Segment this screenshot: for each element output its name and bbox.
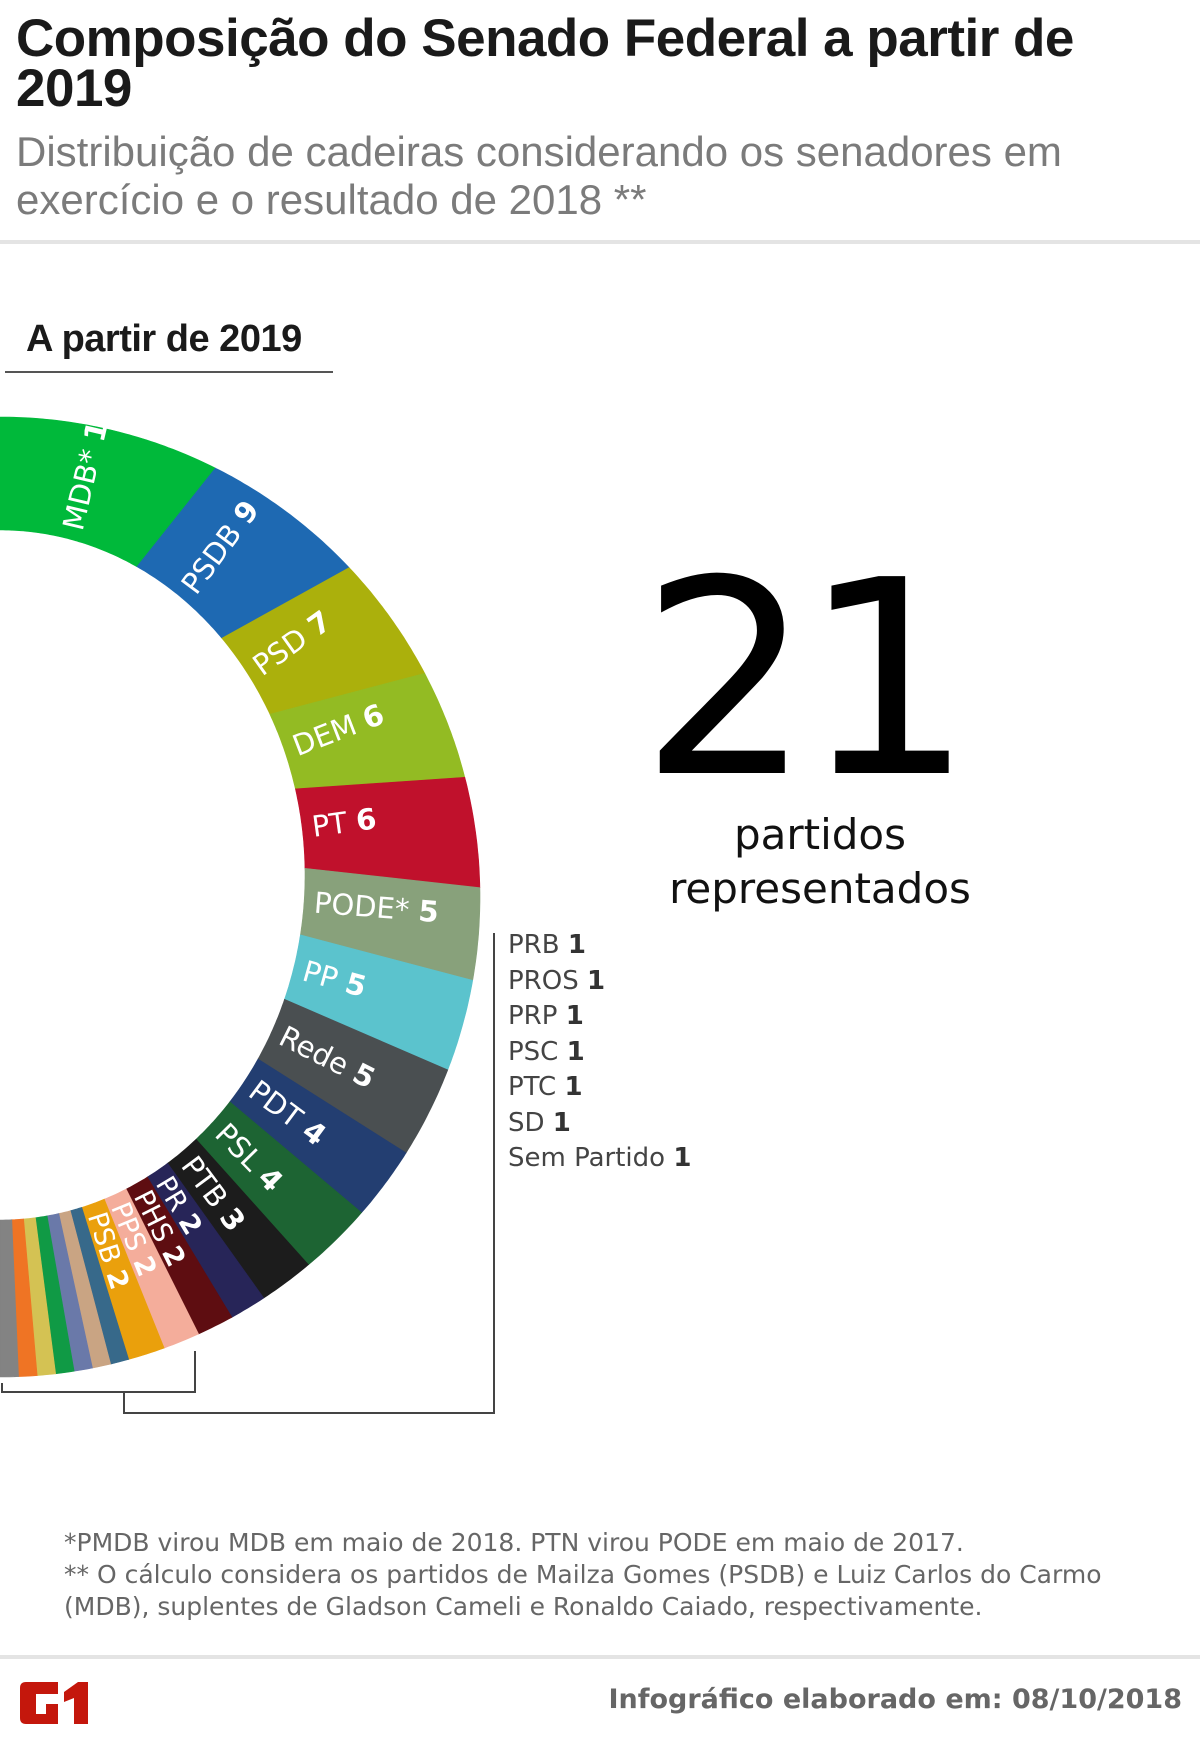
page-subtitle: Distribuição de cadeiras considerando os… <box>16 128 1062 223</box>
legend-seats: 1 <box>566 1036 585 1067</box>
slice-label-seats: 6 <box>354 801 379 837</box>
legend-seats: 1 <box>567 930 586 960</box>
legend-party: PROS <box>508 965 579 996</box>
legend-item: PRB 1 <box>508 928 691 964</box>
legend-party: PRB <box>508 930 560 960</box>
footnotes: *PMDB virou MDB em maio de 2018. PTN vir… <box>64 1527 1184 1623</box>
g1-logo <box>20 1682 88 1724</box>
footnote-2: ** O cálculo considera os partidos de Ma… <box>64 1560 1102 1621</box>
slice-sem-partido <box>0 1219 19 1378</box>
credit-date: Infográfico elaborado em: 08/10/2018 <box>608 1684 1182 1715</box>
header-divider <box>0 240 1200 244</box>
footer-divider <box>0 1655 1200 1659</box>
legend-party: SD <box>508 1107 545 1138</box>
legend-item: PSC 1 <box>508 1035 691 1071</box>
section-title: A partir de 2019 <box>26 318 302 360</box>
small-parties-legend: PRB 1 PROS 1 PRP 1 PSC 1 PTC 1 SD 1 Sem … <box>508 928 691 1177</box>
legend-seats: 1 <box>565 1001 584 1031</box>
section-underline <box>5 371 333 373</box>
legend-seats: 1 <box>673 1143 692 1173</box>
legend-item: PROS 1 <box>508 964 691 1000</box>
legend-item: SD 1 <box>508 1106 691 1142</box>
slice-label-seats: 5 <box>417 894 440 929</box>
page-title: Composição do Senado Federal a partir de… <box>16 9 1074 118</box>
party-count: 21 <box>640 522 974 837</box>
legend-seats: 1 <box>564 1072 583 1102</box>
slice-label: PODE* 5 <box>313 886 440 930</box>
legend-item: Sem Partido 1 <box>508 1141 691 1177</box>
bracket-small-parties <box>1 1351 196 1393</box>
legend-item: PTC 1 <box>508 1070 691 1106</box>
party-count-label-line2: representados <box>669 864 971 913</box>
party-count-label-line1: partidos <box>733 810 907 859</box>
slice-label-party: PT <box>310 804 359 844</box>
legend-seats: 1 <box>552 1107 571 1138</box>
legend-party: PRP <box>508 1001 558 1031</box>
bracket-legend-link <box>123 933 495 1414</box>
legend-party: Sem Partido <box>508 1143 666 1173</box>
slice-label-party: PODE* <box>313 886 420 928</box>
footnote-1: *PMDB virou MDB em maio de 2018. PTN vir… <box>64 1528 964 1557</box>
legend-party: PSC <box>508 1036 559 1067</box>
party-count-label: partidos representados <box>600 808 1040 916</box>
legend-item: PRP 1 <box>508 999 691 1035</box>
slice-label: PT 6 <box>310 801 379 843</box>
legend-seats: 1 <box>586 965 606 996</box>
legend-party: PTC <box>508 1072 557 1102</box>
